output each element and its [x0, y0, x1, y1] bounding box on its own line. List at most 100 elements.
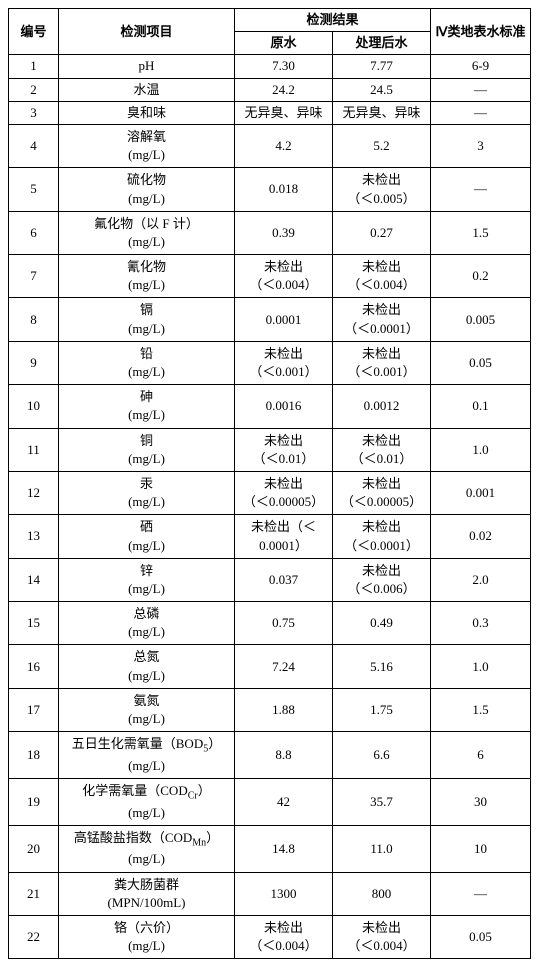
table-header: 编号 检测项目 检测结果 Ⅳ类地表水标准 原水 处理后水 — [9, 9, 531, 55]
cell-treated: 0.49 — [333, 602, 431, 645]
cell-treated: 0.0012 — [333, 385, 431, 428]
cell-raw: 4.2 — [235, 124, 333, 167]
cell-treated: 未检出（＜0.005） — [333, 168, 431, 211]
cell-treated: 800 — [333, 872, 431, 915]
header-item: 检测项目 — [59, 9, 235, 55]
cell-item: 铬（六价）(mg/L) — [59, 915, 235, 958]
table-row: 14锌(mg/L)0.037未检出（＜0.006）2.0 — [9, 558, 531, 601]
cell-item: 水温 — [59, 78, 235, 101]
cell-raw: 0.0001 — [235, 298, 333, 341]
cell-raw: 未检出（＜0.00005） — [235, 471, 333, 514]
cell-index: 10 — [9, 385, 59, 428]
table-row: 12汞(mg/L)未检出（＜0.00005）未检出（＜0.00005）0.001 — [9, 471, 531, 514]
water-quality-table: 编号 检测项目 检测结果 Ⅳ类地表水标准 原水 处理后水 1pH7.307.77… — [8, 8, 531, 959]
cell-treated: 5.2 — [333, 124, 431, 167]
cell-standard: 1.5 — [431, 211, 531, 254]
cell-raw: 7.30 — [235, 55, 333, 78]
cell-treated: 7.77 — [333, 55, 431, 78]
cell-index: 21 — [9, 872, 59, 915]
cell-index: 17 — [9, 688, 59, 731]
cell-standard: 0.05 — [431, 915, 531, 958]
cell-item: 铅(mg/L) — [59, 341, 235, 384]
table-row: 5硫化物(mg/L)0.018未检出（＜0.005）— — [9, 168, 531, 211]
table-row: 16总氮(mg/L)7.245.161.0 — [9, 645, 531, 688]
table-row: 13硒(mg/L)未检出（＜0.0001）未检出（＜0.0001）0.02 — [9, 515, 531, 558]
table-row: 2水温24.224.5— — [9, 78, 531, 101]
cell-index: 3 — [9, 101, 59, 124]
cell-index: 1 — [9, 55, 59, 78]
cell-standard: — — [431, 872, 531, 915]
cell-standard: — — [431, 101, 531, 124]
cell-item: 化学需氧量（CODCr）(mg/L) — [59, 778, 235, 825]
cell-standard: 6-9 — [431, 55, 531, 78]
cell-index: 4 — [9, 124, 59, 167]
table-row: 18五日生化需氧量（BOD5）(mg/L)8.86.66 — [9, 732, 531, 779]
table-row: 7氰化物(mg/L)未检出（＜0.004）未检出（＜0.004）0.2 — [9, 255, 531, 298]
cell-treated: 未检出（＜0.00005） — [333, 471, 431, 514]
header-treated: 处理后水 — [333, 32, 431, 55]
cell-item: 高锰酸盐指数（CODMn）(mg/L) — [59, 825, 235, 872]
cell-standard: 0.3 — [431, 602, 531, 645]
cell-item: 臭和味 — [59, 101, 235, 124]
cell-index: 5 — [9, 168, 59, 211]
cell-raw: 未检出（＜0.01） — [235, 428, 333, 471]
cell-standard: 0.001 — [431, 471, 531, 514]
cell-standard: 0.2 — [431, 255, 531, 298]
cell-index: 19 — [9, 778, 59, 825]
cell-treated: 24.5 — [333, 78, 431, 101]
cell-item: 溶解氧(mg/L) — [59, 124, 235, 167]
cell-raw: 无异臭、异味 — [235, 101, 333, 124]
cell-standard: 1.0 — [431, 428, 531, 471]
cell-standard: 10 — [431, 825, 531, 872]
cell-item: 硒(mg/L) — [59, 515, 235, 558]
cell-raw: 0.75 — [235, 602, 333, 645]
cell-raw: 1300 — [235, 872, 333, 915]
table-body: 1pH7.307.776-92水温24.224.5—3臭和味无异臭、异味无异臭、… — [9, 55, 531, 959]
header-index: 编号 — [9, 9, 59, 55]
table-row: 10砷(mg/L)0.00160.00120.1 — [9, 385, 531, 428]
cell-standard: 0.005 — [431, 298, 531, 341]
cell-treated: 未检出（＜0.001） — [333, 341, 431, 384]
cell-treated: 未检出（＜0.0001） — [333, 515, 431, 558]
cell-treated: 未检出（＜0.004） — [333, 915, 431, 958]
cell-standard: 3 — [431, 124, 531, 167]
cell-index: 15 — [9, 602, 59, 645]
cell-index: 7 — [9, 255, 59, 298]
table-row: 21粪大肠菌群(MPN/100mL)1300800— — [9, 872, 531, 915]
cell-raw: 未检出（＜0.004） — [235, 255, 333, 298]
cell-index: 12 — [9, 471, 59, 514]
cell-raw: 7.24 — [235, 645, 333, 688]
cell-standard: — — [431, 168, 531, 211]
cell-item: 铜(mg/L) — [59, 428, 235, 471]
cell-treated: 35.7 — [333, 778, 431, 825]
table-row: 22铬（六价）(mg/L)未检出（＜0.004）未检出（＜0.004）0.05 — [9, 915, 531, 958]
cell-item: 总磷(mg/L) — [59, 602, 235, 645]
cell-treated: 无异臭、异味 — [333, 101, 431, 124]
cell-treated: 0.27 — [333, 211, 431, 254]
cell-item: pH — [59, 55, 235, 78]
cell-treated: 5.16 — [333, 645, 431, 688]
table-row: 15总磷(mg/L)0.750.490.3 — [9, 602, 531, 645]
cell-treated: 1.75 — [333, 688, 431, 731]
table-row: 17氨氮(mg/L)1.881.751.5 — [9, 688, 531, 731]
table-row: 8镉(mg/L)0.0001未检出（＜0.0001）0.005 — [9, 298, 531, 341]
cell-raw: 0.0016 — [235, 385, 333, 428]
cell-index: 18 — [9, 732, 59, 779]
cell-standard: 0.05 — [431, 341, 531, 384]
cell-treated: 未检出（＜0.006） — [333, 558, 431, 601]
cell-index: 16 — [9, 645, 59, 688]
cell-item: 粪大肠菌群(MPN/100mL) — [59, 872, 235, 915]
cell-item: 汞(mg/L) — [59, 471, 235, 514]
cell-standard: — — [431, 78, 531, 101]
cell-raw: 1.88 — [235, 688, 333, 731]
cell-treated: 未检出（＜0.0001） — [333, 298, 431, 341]
cell-index: 9 — [9, 341, 59, 384]
cell-item: 镉(mg/L) — [59, 298, 235, 341]
cell-index: 6 — [9, 211, 59, 254]
header-standard: Ⅳ类地表水标准 — [431, 9, 531, 55]
table-row: 4溶解氧(mg/L)4.25.23 — [9, 124, 531, 167]
cell-raw: 42 — [235, 778, 333, 825]
table-row: 1pH7.307.776-9 — [9, 55, 531, 78]
table-row: 11铜(mg/L)未检出（＜0.01）未检出（＜0.01）1.0 — [9, 428, 531, 471]
cell-standard: 2.0 — [431, 558, 531, 601]
